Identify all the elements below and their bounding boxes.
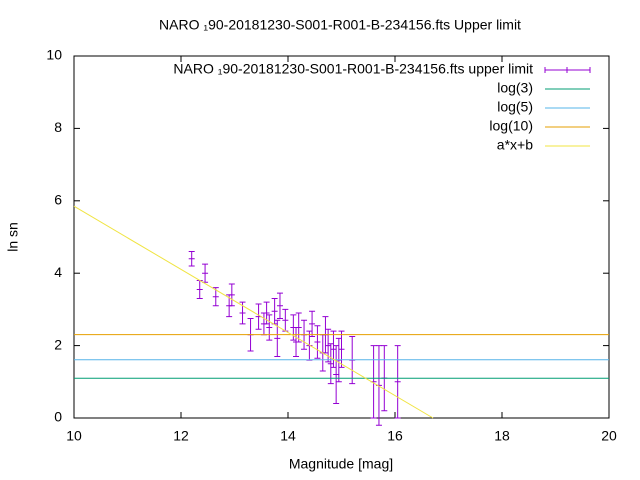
error-bar [212,287,219,307]
error-bar [196,279,203,300]
legend-label: log(10) [489,118,533,134]
error-bar [394,345,401,419]
error-point [325,328,332,363]
legend-label: log(5) [497,99,533,115]
error-bar [333,345,340,405]
error-bar [327,343,334,385]
error-bar [202,263,209,283]
legend-swatch [544,67,591,73]
error-bar [314,325,321,359]
error-point [338,330,345,368]
error-point [394,345,401,419]
error-bar [295,312,302,343]
error-point [333,345,340,405]
error-point [276,292,283,319]
error-bar [188,250,195,267]
error-point [330,330,337,368]
error-bar [338,330,345,368]
error-bar [266,314,273,341]
x-tick-label: 20 [601,428,617,444]
x-tick-label: 18 [494,428,510,444]
error-point [282,308,289,332]
error-bar [271,298,278,325]
x-tick-label: 12 [173,428,189,444]
legend-label: a*x+b [497,137,533,153]
x-tick-label: 14 [280,428,296,444]
error-point [370,345,377,419]
plot-border [73,55,610,419]
legend-label: log(3) [497,80,533,96]
error-point [239,301,246,325]
error-point [375,345,382,426]
y-axis-label: ln sn [5,222,21,252]
error-point [263,301,270,325]
error-bar [282,308,289,332]
error-bar [276,292,283,319]
y-tick-label: 6 [54,192,62,208]
chart-title: NARO ₁90-20181230-S001-R001-B-234156.fts… [159,17,521,33]
error-bar [255,303,262,330]
x-axis-label: Magnitude [mag] [289,456,393,472]
error-point [271,298,278,325]
y-tick-label: 4 [54,264,62,280]
error-point [309,310,316,338]
error-point [295,312,302,343]
error-bar [325,328,332,363]
error-point [202,263,209,283]
y-tick-label: 10 [46,47,62,63]
error-bar [375,345,382,426]
error-point [266,314,273,341]
error-point [196,279,203,300]
error-point [274,319,281,357]
error-point [327,343,334,385]
error-point [255,303,262,330]
error-bar [228,283,235,307]
error-bar [309,310,316,338]
error-bar [330,330,337,368]
legend-label: NARO ₁90-20181230-S001-R001-B-234156.fts… [173,61,533,77]
fit-line [73,205,434,419]
error-bar [370,345,377,419]
error-point [228,283,235,307]
x-tick-label: 16 [387,428,403,444]
error-bar [263,301,270,325]
x-tick-label: 10 [66,428,82,444]
error-bar [274,319,281,357]
error-bar [239,301,246,325]
y-tick-label: 0 [54,409,62,425]
error-point [188,250,195,267]
error-point [212,287,219,307]
y-tick-label: 2 [54,336,62,352]
error-point [314,325,321,359]
y-tick-label: 8 [54,119,62,135]
